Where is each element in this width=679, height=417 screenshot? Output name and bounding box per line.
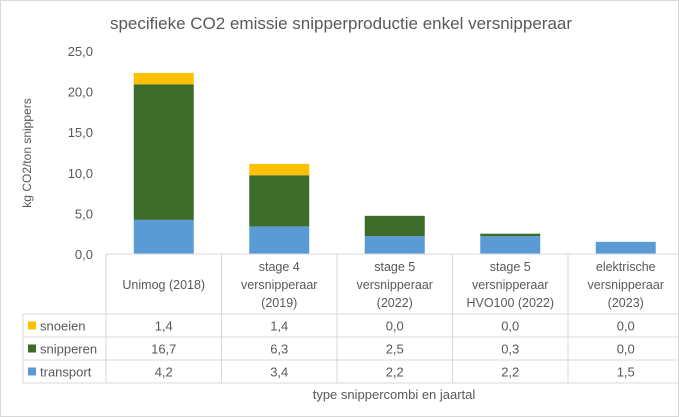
bar-snoeien xyxy=(249,163,310,176)
category-label: (2022) xyxy=(377,296,413,310)
data-label-snipperen: 0,3 xyxy=(501,342,519,357)
data-label-snipperen: 6,3 xyxy=(270,342,288,357)
legend-label-snoeien: snoeien xyxy=(40,319,86,334)
y-tick-label: 10,0 xyxy=(68,166,93,181)
bar-transport xyxy=(249,226,310,254)
category-label: stage 5 xyxy=(374,260,415,274)
category-label: versnipperaar xyxy=(241,278,317,292)
category-label: (2023) xyxy=(608,296,644,310)
bar-snipperen xyxy=(480,233,541,237)
y-tick-label: 0,0 xyxy=(75,247,93,262)
bar-snipperen xyxy=(133,84,194,220)
legend-label-transport: transport xyxy=(40,365,92,380)
data-label-snoeien: 1,4 xyxy=(155,319,173,334)
data-label-snipperen: 16,7 xyxy=(151,342,176,357)
bar-transport xyxy=(364,236,425,254)
category-label: elektrische xyxy=(596,260,656,274)
data-label-transport: 4,2 xyxy=(155,365,173,380)
category-label: HVO100 (2022) xyxy=(466,296,554,310)
legend-swatch-snipperen xyxy=(28,344,36,353)
category-label: (2019) xyxy=(261,296,297,310)
x-axis-label: type snippercombi en jaartal xyxy=(313,387,476,402)
bar-transport xyxy=(133,219,194,254)
category-label: versnipperaar xyxy=(472,278,548,292)
category-label: stage 5 xyxy=(490,260,531,274)
category-label: versnipperaar xyxy=(357,278,433,292)
data-label-snoeien: 0,0 xyxy=(386,319,404,334)
data-label-transport: 3,4 xyxy=(270,365,288,380)
data-label-snipperen: 0,0 xyxy=(617,342,635,357)
bar-snipperen xyxy=(364,215,425,237)
category-label: versnipperaar xyxy=(588,278,664,292)
data-label-snipperen: 2,5 xyxy=(386,342,404,357)
y-tick-label: 15,0 xyxy=(68,125,93,140)
data-label-snoeien: 0,0 xyxy=(501,319,519,334)
y-tick-label: 20,0 xyxy=(68,85,93,100)
bar-transport xyxy=(595,241,656,254)
data-label-snoeien: 1,4 xyxy=(270,319,288,334)
y-axis-label: kg CO2/ton snippers xyxy=(20,98,34,207)
legend-label-snipperen: snipperen xyxy=(40,342,97,357)
data-label-transport: 1,5 xyxy=(617,365,635,380)
legend-swatch-transport xyxy=(28,367,36,376)
y-tick-label: 5,0 xyxy=(75,206,93,221)
category-label: Unimog (2018) xyxy=(122,278,205,292)
data-label-snoeien: 0,0 xyxy=(617,319,635,334)
category-label: stage 4 xyxy=(259,260,300,274)
y-tick-label: 25,0 xyxy=(68,44,93,59)
data-label-transport: 2,2 xyxy=(386,365,404,380)
bar-transport xyxy=(480,236,541,254)
chart-title: specifieke CO2 emissie snipperproductie … xyxy=(110,14,572,33)
data-label-transport: 2,2 xyxy=(501,365,519,380)
bar-snipperen xyxy=(249,175,310,227)
bar-snoeien xyxy=(133,72,194,85)
legend-swatch-snoeien xyxy=(28,321,36,330)
